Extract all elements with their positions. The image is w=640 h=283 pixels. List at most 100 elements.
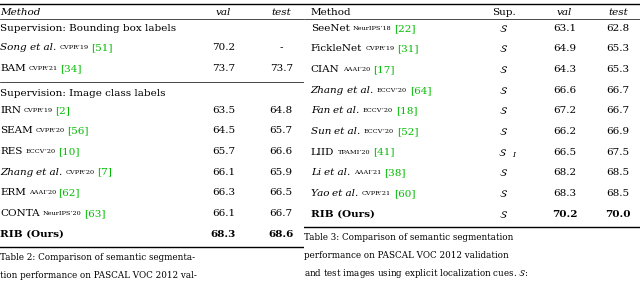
Text: 65.7: 65.7 xyxy=(269,127,292,136)
Text: TPAMI’20: TPAMI’20 xyxy=(337,150,370,155)
Text: 70.2: 70.2 xyxy=(212,43,235,52)
Text: Sup.: Sup. xyxy=(492,8,516,17)
Text: et al.: et al. xyxy=(333,106,360,115)
Text: 64.3: 64.3 xyxy=(553,65,576,74)
Text: Zhang: Zhang xyxy=(0,168,36,177)
Text: Song: Song xyxy=(0,43,30,52)
Text: RIB (Ours): RIB (Ours) xyxy=(311,210,374,219)
Text: $\mathcal{S}$: $\mathcal{S}$ xyxy=(499,23,508,34)
Text: 67.2: 67.2 xyxy=(553,106,576,115)
Text: CIAN: CIAN xyxy=(311,65,339,74)
Text: 66.6: 66.6 xyxy=(553,86,576,95)
Text: 68.5: 68.5 xyxy=(607,168,630,177)
Text: [38]: [38] xyxy=(384,168,405,177)
Text: Table 2: Comparison of semantic segmenta-: Table 2: Comparison of semantic segmenta… xyxy=(0,254,195,262)
Text: [56]: [56] xyxy=(67,127,89,136)
Text: Yao: Yao xyxy=(311,189,332,198)
Text: CVPR’19: CVPR’19 xyxy=(59,46,88,50)
Text: $I$: $I$ xyxy=(511,150,517,159)
Text: [10]: [10] xyxy=(58,147,79,156)
Text: 68.3: 68.3 xyxy=(211,230,236,239)
Text: 62.8: 62.8 xyxy=(607,24,630,33)
Text: ECCV’20: ECCV’20 xyxy=(377,88,407,93)
Text: SEAM: SEAM xyxy=(0,127,33,136)
Text: AAAI’21: AAAI’21 xyxy=(354,170,381,175)
Text: et al.: et al. xyxy=(30,43,56,52)
Text: BAM: BAM xyxy=(0,64,26,73)
Text: FickleNet: FickleNet xyxy=(311,44,362,53)
Text: LIID: LIID xyxy=(311,148,334,157)
Text: SeeNet: SeeNet xyxy=(311,24,349,33)
Text: 65.7: 65.7 xyxy=(212,147,235,156)
Text: 63.1: 63.1 xyxy=(553,24,576,33)
Text: 68.6: 68.6 xyxy=(269,230,294,239)
Text: and test images using explicit localization cues. $\mathcal{S}$:: and test images using explicit localizat… xyxy=(304,267,528,280)
Text: val: val xyxy=(557,8,572,17)
Text: performance on PASCAL VOC 2012 validation: performance on PASCAL VOC 2012 validatio… xyxy=(304,251,509,260)
Text: NeurIPS’18: NeurIPS’18 xyxy=(353,26,392,31)
Text: CVPR’21: CVPR’21 xyxy=(362,191,391,196)
Text: CVPR’19: CVPR’19 xyxy=(24,108,53,113)
Text: 65.9: 65.9 xyxy=(269,168,292,177)
Text: Zhang: Zhang xyxy=(311,86,348,95)
Text: CVPR’20: CVPR’20 xyxy=(66,170,95,175)
Text: 66.5: 66.5 xyxy=(553,148,576,157)
Text: CVPR’21: CVPR’21 xyxy=(29,66,58,71)
Text: 70.0: 70.0 xyxy=(605,210,631,219)
Text: $\mathcal{S}$: $\mathcal{S}$ xyxy=(499,209,508,220)
Text: 73.7: 73.7 xyxy=(269,64,292,73)
Text: $\mathcal{S}$: $\mathcal{S}$ xyxy=(499,106,508,116)
Text: 66.5: 66.5 xyxy=(269,188,292,198)
Text: 68.3: 68.3 xyxy=(553,189,576,198)
Text: 68.5: 68.5 xyxy=(607,189,630,198)
Text: -: - xyxy=(280,43,283,52)
Text: CVPR’19: CVPR’19 xyxy=(365,46,395,52)
Text: Method: Method xyxy=(0,8,40,17)
Text: [2]: [2] xyxy=(56,106,70,115)
Text: $\mathcal{S}$: $\mathcal{S}$ xyxy=(499,64,508,75)
Text: [60]: [60] xyxy=(394,189,415,198)
Text: tion performance on PASCAL VOC 2012 val-: tion performance on PASCAL VOC 2012 val- xyxy=(0,271,197,280)
Text: RIB (Ours): RIB (Ours) xyxy=(0,230,64,239)
Text: IRN: IRN xyxy=(0,106,21,115)
Text: et al.: et al. xyxy=(36,168,63,177)
Text: 67.5: 67.5 xyxy=(607,148,630,157)
Text: AAAI’20: AAAI’20 xyxy=(29,190,56,195)
Text: [18]: [18] xyxy=(396,106,417,115)
Text: 73.7: 73.7 xyxy=(212,64,235,73)
Text: Li: Li xyxy=(311,168,324,177)
Text: Fan: Fan xyxy=(311,106,333,115)
Text: 66.2: 66.2 xyxy=(553,127,576,136)
Text: 64.9: 64.9 xyxy=(553,44,576,53)
Text: ECCV’20: ECCV’20 xyxy=(363,108,393,113)
Text: Sun: Sun xyxy=(311,127,334,136)
Text: CVPR’20: CVPR’20 xyxy=(36,128,65,133)
Text: [52]: [52] xyxy=(397,127,419,136)
Text: et al.: et al. xyxy=(334,127,360,136)
Text: [63]: [63] xyxy=(84,209,106,218)
Text: $\mathcal{S}$: $\mathcal{S}$ xyxy=(498,147,507,158)
Text: 66.7: 66.7 xyxy=(607,86,630,95)
Text: [31]: [31] xyxy=(397,44,419,53)
Text: [41]: [41] xyxy=(372,148,394,157)
Text: 66.7: 66.7 xyxy=(607,106,630,115)
Text: RES: RES xyxy=(0,147,22,156)
Text: [64]: [64] xyxy=(410,86,431,95)
Text: NeurIPS’20: NeurIPS’20 xyxy=(43,211,81,216)
Text: 66.1: 66.1 xyxy=(212,209,235,218)
Text: $\mathcal{S}$: $\mathcal{S}$ xyxy=(499,44,508,54)
Text: Method: Method xyxy=(311,8,351,17)
Text: 70.2: 70.2 xyxy=(552,210,577,219)
Text: [34]: [34] xyxy=(60,64,82,73)
Text: 66.3: 66.3 xyxy=(212,188,235,198)
Text: [22]: [22] xyxy=(394,24,416,33)
Text: 63.5: 63.5 xyxy=(212,106,235,115)
Text: 64.5: 64.5 xyxy=(212,127,235,136)
Text: [51]: [51] xyxy=(91,43,112,52)
Text: $\mathcal{S}$: $\mathcal{S}$ xyxy=(499,126,508,137)
Text: Supervision: Image class labels: Supervision: Image class labels xyxy=(0,89,166,98)
Text: CONTA: CONTA xyxy=(0,209,40,218)
Text: $\mathcal{S}$: $\mathcal{S}$ xyxy=(499,168,508,178)
Text: 64.8: 64.8 xyxy=(269,106,292,115)
Text: $\mathcal{S}$: $\mathcal{S}$ xyxy=(499,188,508,199)
